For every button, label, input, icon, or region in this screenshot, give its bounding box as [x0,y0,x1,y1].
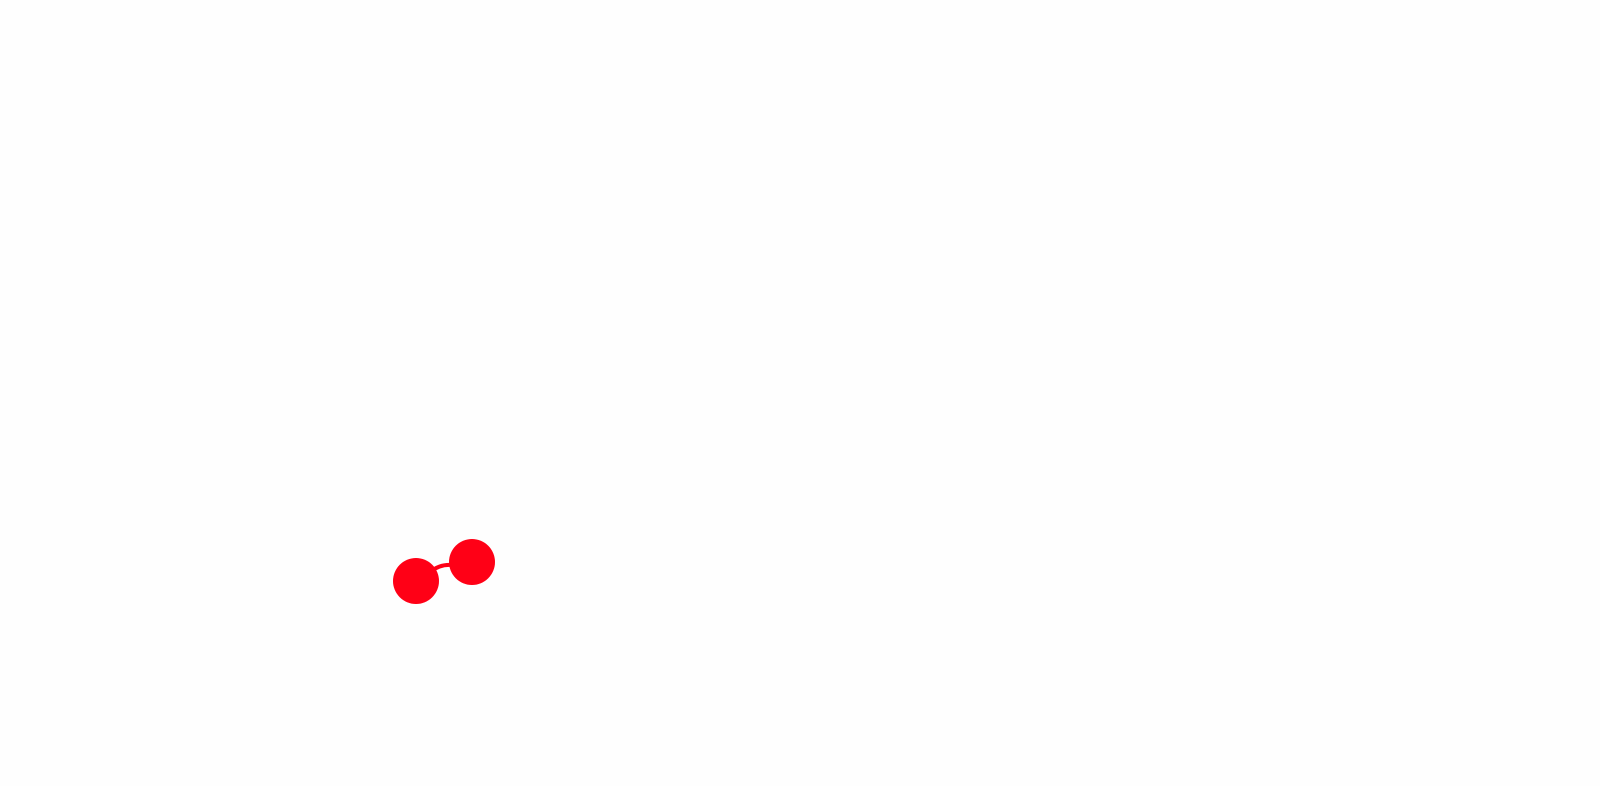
red-circle-right [449,539,495,585]
red-circle-left [393,558,439,604]
